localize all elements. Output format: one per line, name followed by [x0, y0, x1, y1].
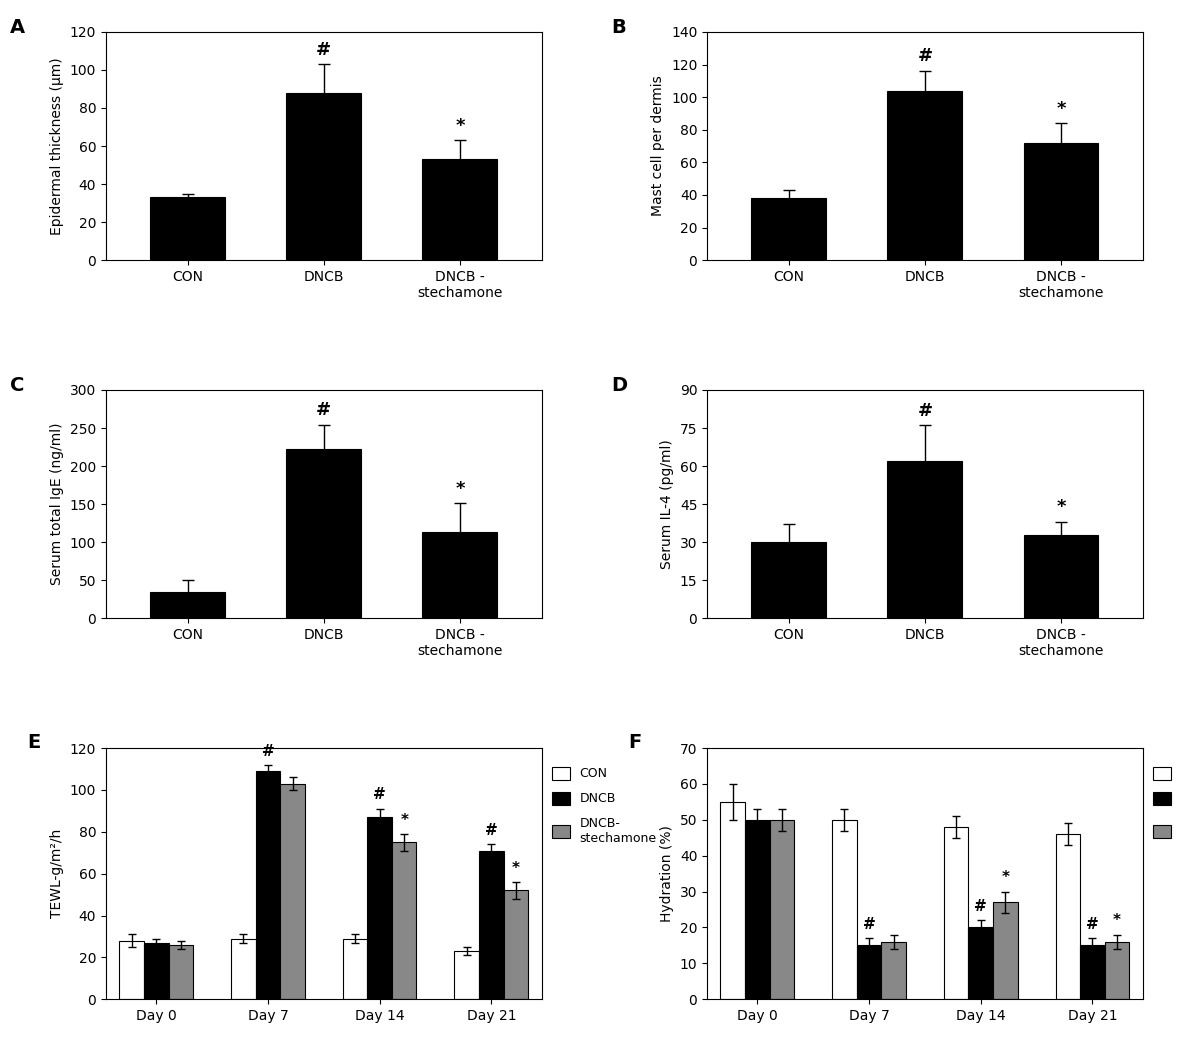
Bar	[423, 159, 497, 260]
Bar	[144, 943, 168, 999]
Bar	[455, 951, 479, 999]
Y-axis label: Mast cell per dermis: Mast cell per dermis	[651, 75, 666, 217]
Text: #: #	[918, 48, 933, 65]
Bar	[881, 942, 906, 999]
Text: #: #	[974, 899, 987, 914]
Text: #: #	[373, 788, 386, 803]
Bar	[993, 902, 1018, 999]
Bar	[168, 945, 193, 999]
Text: C: C	[11, 376, 25, 395]
Y-axis label: TEWL-g/m²/h: TEWL-g/m²/h	[51, 829, 65, 918]
Bar	[392, 842, 417, 999]
Text: *: *	[1001, 871, 1010, 885]
Bar	[752, 542, 826, 619]
Bar	[256, 771, 280, 999]
Bar	[721, 802, 744, 999]
Legend: CON, DNCB, DNCB-
stechamone: CON, DNCB, DNCB- stechamone	[552, 766, 657, 845]
Bar	[151, 592, 225, 619]
Bar	[1024, 535, 1098, 619]
Text: E: E	[27, 733, 41, 752]
Text: #: #	[918, 402, 933, 420]
Text: F: F	[629, 733, 642, 752]
Text: *: *	[1113, 913, 1121, 928]
Text: #: #	[485, 823, 497, 838]
Bar	[1055, 834, 1080, 999]
Bar	[286, 450, 362, 619]
Text: #: #	[862, 917, 875, 932]
Text: B: B	[611, 18, 626, 37]
Bar	[479, 850, 504, 999]
Bar	[1080, 945, 1105, 999]
Text: #: #	[316, 401, 331, 419]
Y-axis label: Hydration (%): Hydration (%)	[660, 825, 674, 922]
Bar	[286, 92, 362, 260]
Bar	[1024, 142, 1098, 260]
Text: #: #	[262, 743, 274, 759]
Text: *: *	[401, 812, 409, 828]
Bar	[769, 820, 794, 999]
Bar	[368, 817, 392, 999]
Bar	[832, 820, 856, 999]
Bar	[280, 783, 305, 999]
Text: *: *	[455, 117, 464, 135]
Legend: CON, DNCB, DNCB-
stechamone: CON, DNCB, DNCB- stechamone	[1153, 766, 1178, 845]
Bar	[423, 532, 497, 619]
Bar	[151, 198, 225, 260]
Text: #: #	[316, 40, 331, 58]
Bar	[231, 939, 256, 999]
Text: #: #	[1086, 917, 1099, 932]
Bar	[887, 461, 962, 619]
Bar	[343, 939, 368, 999]
Y-axis label: Serum IL-4 (pg/ml): Serum IL-4 (pg/ml)	[660, 439, 674, 569]
Text: D: D	[611, 376, 628, 395]
Y-axis label: Serum total IgE (ng/ml): Serum total IgE (ng/ml)	[51, 423, 65, 586]
Bar	[856, 945, 881, 999]
Bar	[752, 198, 826, 260]
Text: A: A	[11, 18, 25, 37]
Bar	[119, 941, 144, 999]
Text: *: *	[512, 861, 519, 876]
Bar	[944, 827, 968, 999]
Bar	[968, 927, 993, 999]
Text: *: *	[455, 479, 464, 497]
Y-axis label: Epidermal thickness (μm): Epidermal thickness (μm)	[51, 57, 65, 235]
Bar	[504, 891, 528, 999]
Bar	[744, 820, 769, 999]
Bar	[887, 90, 962, 260]
Text: *: *	[1057, 100, 1066, 118]
Bar	[1105, 942, 1130, 999]
Text: *: *	[1057, 499, 1066, 517]
